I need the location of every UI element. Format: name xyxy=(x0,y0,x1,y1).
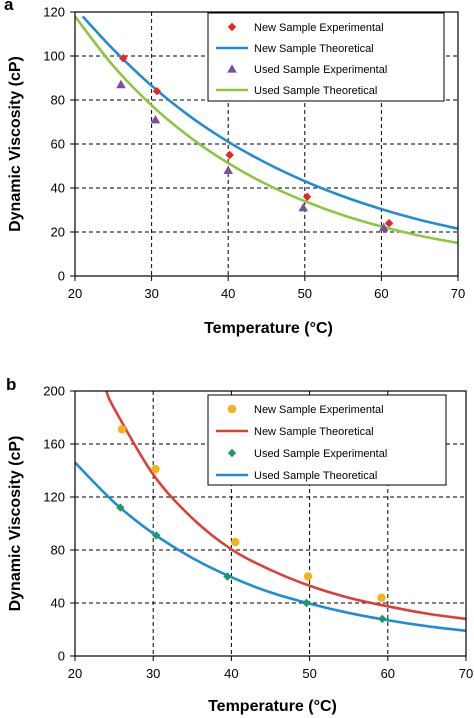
plot-area xyxy=(74,390,467,657)
y-tick-label: 80 xyxy=(51,93,65,108)
data-point-s2-1 xyxy=(152,531,161,540)
data-point-s0-2 xyxy=(231,537,240,547)
legend-swatch-marker xyxy=(227,22,237,32)
data-point-s0-0 xyxy=(119,54,128,63)
y-tick-label: 160 xyxy=(43,437,65,452)
y-tick-label: 200 xyxy=(43,384,65,399)
y-tick-label: 40 xyxy=(51,596,65,611)
legend-entry-label: Used Sample Theoretical xyxy=(254,85,377,97)
series-line-3 xyxy=(75,15,458,245)
x-tick-label: 60 xyxy=(374,286,388,301)
data-point-s2-0 xyxy=(116,79,126,89)
data-point-s2-4 xyxy=(378,222,389,232)
x-axis-title: Temperature (°C) xyxy=(208,698,337,715)
legend-box xyxy=(207,12,445,102)
data-point-s0-1 xyxy=(151,464,160,474)
y-tick-label: 0 xyxy=(58,649,65,664)
legend-entry-label: New Sample Theoretical xyxy=(254,426,374,438)
series-line-3 xyxy=(75,461,466,633)
data-point-s2-0 xyxy=(116,503,125,512)
legend: New Sample Experimental New Sample Theore… xyxy=(207,394,447,486)
data-point-s2-3 xyxy=(302,598,311,608)
legend-entry-label: Used Sample Experimental xyxy=(254,64,387,76)
data-point-s0-0 xyxy=(117,425,127,434)
y-tick-label: 0 xyxy=(58,269,65,284)
x-axis-title: Temperature (°C) xyxy=(204,320,333,337)
panel-label: a xyxy=(4,0,14,14)
x-tick-label: 70 xyxy=(451,286,465,301)
data-point-s2-2 xyxy=(223,165,233,174)
legend-swatch-marker xyxy=(227,64,237,73)
x-tick-label: 20 xyxy=(68,666,82,681)
legend-entry-label: New Sample Experimental xyxy=(254,404,384,416)
x-tick-label: 50 xyxy=(298,286,312,301)
data-point-s0-4 xyxy=(377,593,386,602)
legend: New Sample Experimental New Sample Theore… xyxy=(207,12,445,102)
series-line-1 xyxy=(81,15,458,230)
data-point-s0-3 xyxy=(302,192,312,201)
data-point-s0-1 xyxy=(152,87,162,96)
x-tick-label: 30 xyxy=(144,286,158,301)
data-point-s2-3 xyxy=(298,203,309,212)
chart-panel-a: a20 30 40 50 60 70020406080100120Temperature … xyxy=(4,0,465,337)
x-tick-label: 50 xyxy=(302,666,316,681)
data-point-s0-4 xyxy=(384,219,394,228)
y-tick-label: 60 xyxy=(51,137,65,152)
legend-entry-label: New Sample Experimental xyxy=(254,22,384,34)
y-axis-title: Dynamic Viscosity (cP) xyxy=(7,56,24,232)
data-point-s2-4 xyxy=(378,614,387,624)
data-point-s2-1 xyxy=(150,115,161,124)
x-tick-label: 70 xyxy=(459,666,473,681)
legend-box xyxy=(207,394,447,486)
series-line-1 xyxy=(105,391,466,621)
y-tick-label: 120 xyxy=(43,5,65,20)
y-axis-title: Dynamic Viscosity (cP) xyxy=(7,436,24,612)
x-tick-label: 20 xyxy=(68,286,82,301)
x-tick-label: 30 xyxy=(146,666,160,681)
legend-swatch-marker xyxy=(227,404,237,414)
x-tick-label: 40 xyxy=(221,286,235,301)
legend-entry-label: New Sample Theoretical xyxy=(254,43,374,55)
legend-swatch-marker xyxy=(227,448,237,458)
y-tick-label: 100 xyxy=(43,49,65,64)
data-point-s0-3 xyxy=(303,572,313,581)
y-tick-label: 40 xyxy=(51,181,65,196)
panel-label: b xyxy=(6,375,16,394)
x-tick-label: 60 xyxy=(381,666,395,681)
y-tick-label: 120 xyxy=(43,490,65,505)
legend-entry-label: Used Sample Experimental xyxy=(254,448,387,460)
legend-entry-label: Used Sample Theoretical xyxy=(254,470,377,482)
x-tick-label: 40 xyxy=(224,666,238,681)
y-tick-label: 80 xyxy=(51,543,65,558)
data-point-s2-2 xyxy=(223,572,232,581)
y-tick-label: 20 xyxy=(51,225,65,240)
data-point-s0-2 xyxy=(225,150,234,160)
chart-panel-b: b 20 30 40 50 60 70 0 40 80 120 160 200 Temperature (… xyxy=(6,375,473,715)
